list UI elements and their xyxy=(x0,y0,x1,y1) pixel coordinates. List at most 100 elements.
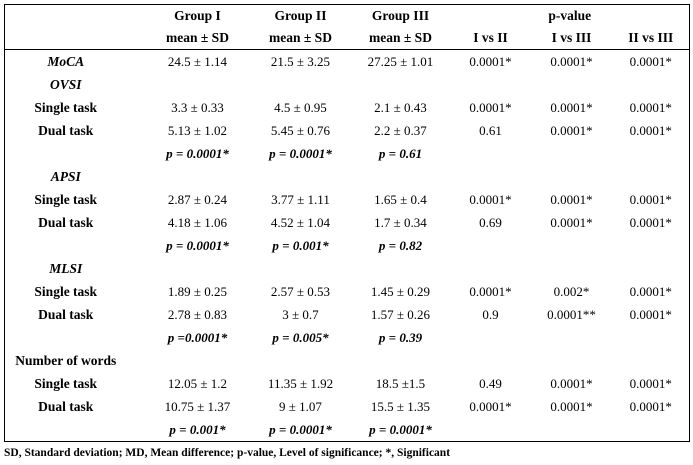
table-row: p = 0.001* p = 0.0001* p = 0.0001* xyxy=(5,418,690,442)
p-value-cell: p = 0.0001* xyxy=(269,422,332,437)
subheader-mean-sd-2: mean ± SD xyxy=(250,27,351,50)
data-cell: 2.78 ± 0.83 xyxy=(167,307,228,322)
p-value-cell: p = 0.005* xyxy=(272,330,329,345)
data-cell xyxy=(531,349,613,372)
data-cell: 3 ± 0.7 xyxy=(282,307,319,322)
row-label: MLSI xyxy=(49,261,83,276)
data-cell: 0.61 xyxy=(479,123,502,138)
data-cell xyxy=(613,326,690,349)
data-cell: 0.9 xyxy=(482,307,499,322)
data-cell xyxy=(613,165,690,188)
data-cell xyxy=(145,349,251,372)
data-cell: 11.35 ± 1.92 xyxy=(267,376,334,391)
data-cell: 18.5 ±1.5 xyxy=(375,376,426,391)
data-cell: 0.0001* xyxy=(550,376,593,391)
table-body: MoCA 24.5 ± 1.14 21.5 ± 3.25 27.25 ± 1.01 0.… xyxy=(5,50,690,442)
data-cell: 0.0001* xyxy=(550,399,593,414)
data-cell: 0.0001* xyxy=(629,399,672,414)
data-cell: 0.0001** xyxy=(547,307,596,322)
data-cell: 0.0001* xyxy=(629,100,672,115)
data-cell xyxy=(451,142,531,165)
data-cell: 1.89 ± 0.25 xyxy=(167,284,228,299)
data-cell: 0.0001* xyxy=(629,123,672,138)
table-row: Dual task 2.78 ± 0.83 3 ± 0.7 1.57 ± 0.26 0.… xyxy=(5,303,690,326)
table-row: Number of words xyxy=(5,349,690,372)
data-cell xyxy=(613,142,690,165)
table-row: Single task 2.87 ± 0.24 3.77 ± 1.11 1.65 ± … xyxy=(5,188,690,211)
row-label xyxy=(5,234,145,257)
data-cell: 1.65 ± 0.4 xyxy=(374,192,427,207)
table-row: Dual task 10.75 ± 1.37 9 ± 1.07 15.5 ± 1.35… xyxy=(5,395,690,418)
data-cell xyxy=(251,73,351,96)
subheader-mean-sd-1: mean ± SD xyxy=(144,27,251,50)
col-header-group1: Group I xyxy=(174,8,221,23)
data-cell: 3.3 ± 0.33 xyxy=(171,100,224,115)
data-cell: 2.2 ± 0.37 xyxy=(374,123,427,138)
p-value-cell: p = 0.0001* xyxy=(166,146,229,161)
data-cell xyxy=(531,257,613,280)
data-cell xyxy=(351,165,451,188)
header-row-groups: Group I Group II Group III p-value xyxy=(5,5,690,28)
table-row: Single task 1.89 ± 0.25 2.57 ± 0.53 1.45 ± … xyxy=(5,280,690,303)
data-cell xyxy=(531,234,613,257)
row-label: MoCA xyxy=(47,54,85,69)
data-cell xyxy=(451,349,531,372)
data-cell: 0.0001* xyxy=(469,399,512,414)
data-cell: 0.0001* xyxy=(629,376,672,391)
corner-cell xyxy=(5,5,145,28)
data-cell: 4.18 ± 1.06 xyxy=(167,215,228,230)
row-label: Single task xyxy=(34,376,98,391)
col-header-pvalue: p-value xyxy=(548,8,592,23)
data-cell: 4.52 ± 1.04 xyxy=(270,215,331,230)
subheader-i-vs-iii: I vs III xyxy=(530,27,613,50)
data-cell: 0.0001* xyxy=(629,54,672,69)
table-row: OVSI xyxy=(5,73,690,96)
row-label xyxy=(5,142,145,165)
data-cell xyxy=(613,257,690,280)
table-row: APSI xyxy=(5,165,690,188)
data-cell xyxy=(251,257,351,280)
data-cell: 3.77 ± 1.11 xyxy=(271,192,330,207)
subheader-ii-vs-iii: II vs III xyxy=(612,27,690,50)
data-cell xyxy=(451,257,531,280)
table-row: p = 0.0001* p = 0.0001* p = 0.61 xyxy=(5,142,690,165)
data-cell: 27.25 ± 1.01 xyxy=(367,54,434,69)
data-cell: 5.13 ± 1.02 xyxy=(167,123,228,138)
data-cell: 2.57 ± 0.53 xyxy=(270,284,331,299)
data-cell: 2.87 ± 0.24 xyxy=(167,192,228,207)
row-label: OVSI xyxy=(49,77,82,92)
data-cell: 1.57 ± 0.26 xyxy=(370,307,431,322)
data-cell xyxy=(531,142,613,165)
data-cell: 0.0001* xyxy=(550,192,593,207)
subheader-i-vs-ii: I vs II xyxy=(450,27,531,50)
p-value-cell: p = 0.0001* xyxy=(269,146,332,161)
data-cell: 0.0001* xyxy=(550,123,593,138)
data-cell: 0.0001* xyxy=(469,54,512,69)
data-cell xyxy=(531,418,613,442)
subheader-mean-sd-3: mean ± SD xyxy=(350,27,451,50)
row-label: APSI xyxy=(50,169,81,184)
p-value-cell: p = 0.61 xyxy=(378,146,423,161)
table-header: Group I Group II Group III p-value mean … xyxy=(4,5,690,50)
data-cell xyxy=(251,165,351,188)
p-value-cell: p = 0.001* xyxy=(169,422,226,437)
p-value-cell: p = 0.001* xyxy=(272,238,329,253)
table-row: MLSI xyxy=(5,257,690,280)
p-value-cell: p = 0.0001* xyxy=(369,422,432,437)
data-cell xyxy=(451,418,531,442)
p-value-cell: p = 0.82 xyxy=(378,238,423,253)
data-cell: 0.0001* xyxy=(550,100,593,115)
data-cell: 0.69 xyxy=(479,215,502,230)
table-row: Dual task 5.13 ± 1.02 5.45 ± 0.76 2.2 ± 0.3… xyxy=(5,119,690,142)
data-cell xyxy=(451,165,531,188)
table-row: p =0.0001* p = 0.005* p = 0.39 xyxy=(5,326,690,349)
row-label: Single task xyxy=(34,284,98,299)
row-label: Dual task xyxy=(38,215,94,230)
data-cell xyxy=(351,73,451,96)
data-cell: 2.1 ± 0.43 xyxy=(374,100,427,115)
data-cell: 1.7 ± 0.34 xyxy=(374,215,427,230)
corner-cell-2 xyxy=(4,27,145,50)
data-cell xyxy=(251,349,351,372)
p-value-cell: p = 0.39 xyxy=(378,330,423,345)
